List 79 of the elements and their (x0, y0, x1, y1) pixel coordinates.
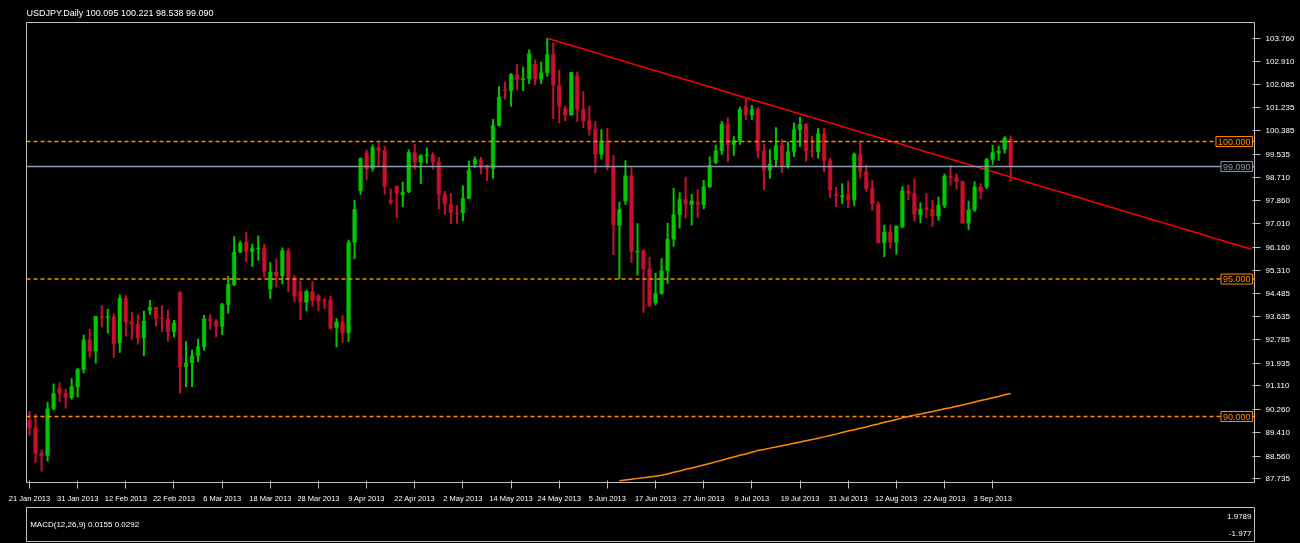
candlestick (99, 304, 104, 329)
ref-line-label: 90.000 (1222, 411, 1251, 422)
candlestick (196, 337, 201, 364)
y-tick-label: 100.385 (1265, 126, 1295, 136)
candlestick (460, 184, 465, 223)
candlestick (773, 126, 778, 169)
candlestick (141, 309, 146, 358)
candlestick (183, 340, 189, 389)
candlestick (533, 58, 538, 87)
candlestick (400, 180, 405, 208)
candlestick (334, 317, 339, 349)
candlestick (87, 328, 92, 359)
candlestick (840, 182, 845, 205)
candlestick (539, 60, 544, 86)
y-tick-label: 88.560 (1265, 451, 1291, 461)
candlestick (767, 148, 772, 180)
candlestick (635, 222, 640, 277)
candlestick (370, 143, 375, 173)
ref-line-label: 99.090 (1222, 161, 1251, 172)
y-tick-label: 101.235 (1265, 103, 1295, 113)
candlestick (274, 257, 279, 289)
candlestick (791, 121, 797, 158)
candlestick (695, 188, 700, 219)
candlestick (683, 175, 688, 220)
candlestick (557, 68, 562, 125)
candlestick (304, 288, 309, 313)
candlestick (797, 116, 803, 149)
candlestick (220, 301, 225, 337)
y-tick-label: 102.910 (1265, 57, 1295, 67)
candlestick (268, 261, 273, 301)
candlestick (785, 140, 791, 170)
candlestick (918, 201, 923, 225)
y-tick-label: 97.010 (1265, 219, 1291, 229)
y-tick-label: 96.160 (1265, 242, 1291, 252)
candlestick (810, 134, 815, 159)
y-tick-label: 102.085 (1265, 79, 1295, 89)
y-tick-label: 98.710 (1265, 172, 1291, 182)
ref-line-label: 95.000 (1222, 274, 1251, 285)
y-tick-label: 90.260 (1265, 404, 1291, 414)
candlestick (882, 223, 887, 259)
text: MACD(12,26,9) 0.0155 0.0292 (30, 520, 140, 529)
candlestick (689, 193, 694, 227)
y-tick-label: 93.635 (1265, 312, 1291, 322)
candlestick (846, 179, 851, 210)
ref-line-label: 100.000 (1217, 136, 1251, 147)
candlestick (743, 97, 748, 122)
y-tick-label: 94.485 (1265, 288, 1291, 298)
text: -1.977 (1228, 528, 1253, 538)
candlestick (165, 308, 171, 343)
candlestick (816, 127, 821, 160)
candlestick (340, 314, 345, 344)
candlestick (412, 143, 417, 171)
line-series (546, 37, 1253, 251)
candlestick (515, 63, 520, 92)
candlestick (545, 37, 550, 78)
y-tick-label: 87.735 (1265, 474, 1291, 484)
y-tick-label: 103.760 (1265, 33, 1295, 43)
y-tick-label: 99.535 (1265, 149, 1291, 159)
candlestick (244, 230, 249, 264)
candlestick (189, 348, 195, 389)
candlestick (509, 72, 514, 108)
candlestick (779, 138, 785, 174)
candlestick (888, 223, 893, 250)
candlestick (834, 185, 839, 208)
y-tick-label: 91.110 (1265, 381, 1290, 391)
candlestick (725, 116, 730, 163)
chart-title: USDJPY.Daily 100.095 100.221 98.538 99.090 (26, 7, 214, 18)
y-tick-label: 89.410 (1265, 428, 1291, 438)
candlestick (105, 307, 110, 335)
text: 1.9789 (1227, 511, 1253, 521)
candlestick (599, 128, 604, 161)
candlestick (364, 148, 369, 182)
candlestick (394, 184, 399, 220)
y-tick-label: 97.860 (1265, 195, 1291, 205)
y-tick-label: 95.310 (1265, 266, 1291, 276)
y-tick-label: 92.785 (1265, 335, 1291, 345)
candlestick (262, 242, 267, 279)
y-tick-label: 91.935 (1265, 358, 1291, 368)
candlestick (617, 200, 622, 281)
